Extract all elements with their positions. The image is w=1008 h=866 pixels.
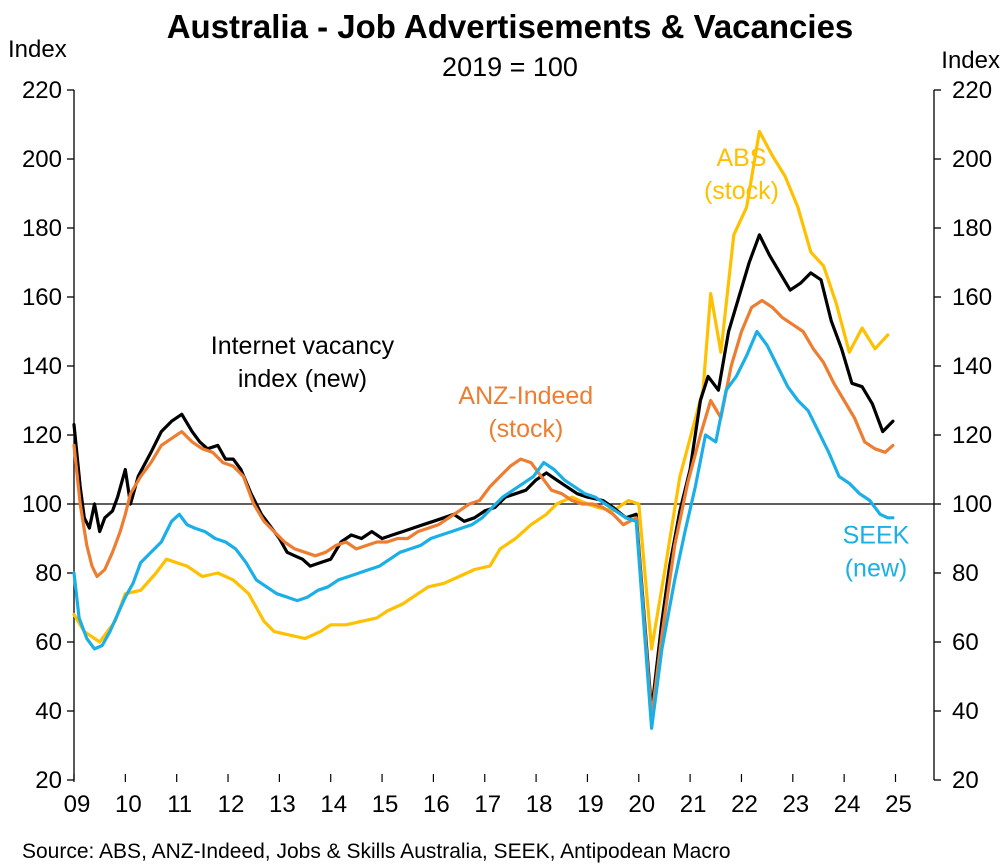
series-line-seek-new — [72, 329, 895, 730]
left-y-tick-label: 100 — [22, 491, 62, 518]
source-note: Source: ABS, ANZ-Indeed, Jobs & Skills A… — [22, 840, 731, 863]
x-tick-label: 20 — [628, 791, 655, 818]
x-tick-label: 10 — [115, 791, 142, 818]
left-y-tick-label: 180 — [22, 215, 62, 242]
left-y-tick-label: 80 — [35, 560, 62, 587]
series-label-anz-indeed-stock: ANZ-Indeed (stock) — [458, 382, 593, 443]
left-y-tick-label: 60 — [35, 629, 62, 656]
series-label-line: ANZ-Indeed — [458, 382, 593, 410]
left-y-tick-label: 140 — [22, 353, 62, 380]
series-label-line: SEEK — [843, 522, 910, 550]
x-tick-label: 17 — [474, 791, 501, 818]
chart-title: Australia - Job Advertisements & Vacanci… — [167, 8, 854, 45]
right-y-tick-label: 160 — [952, 284, 992, 311]
x-tick-label: 21 — [680, 791, 707, 818]
left-y-tick-label: 20 — [35, 767, 62, 794]
x-tick-label: 25 — [885, 791, 912, 818]
right-y-tick-label: 80 — [952, 560, 979, 587]
series-labels: ABS (stock) Internet vacancy index (new) ANZ… — [211, 144, 910, 583]
right-y-tick-label: 180 — [952, 215, 992, 242]
left-y-tick-label: 160 — [22, 284, 62, 311]
right-y-tick-label: 40 — [952, 698, 979, 725]
series-line-internet-vacancy-index-new — [72, 233, 895, 713]
series-label-seek-new: SEEK (new) — [843, 522, 910, 583]
x-tick-label: 16 — [423, 791, 450, 818]
x-tick-label: 22 — [731, 791, 758, 818]
series-label-line: index (new) — [238, 365, 367, 393]
left-y-tick-label: 120 — [22, 422, 62, 449]
x-tick-label: 09 — [64, 791, 91, 818]
left-y-tick-label: 200 — [22, 146, 62, 173]
series-line-anz-indeed-stock — [72, 298, 895, 720]
right-y-tick-label: 220 — [952, 77, 992, 104]
right-y-tick-label: 140 — [952, 353, 992, 380]
left-axis-unit-label: Index — [8, 36, 67, 63]
series-label-line: Internet vacancy — [211, 332, 395, 360]
left-y-tick-label: 40 — [35, 698, 62, 725]
right-y-tick-label: 20 — [952, 767, 979, 794]
x-tick-label: 14 — [320, 791, 347, 818]
series-label-abs-stock: ABS (stock) — [704, 144, 779, 205]
series-label-line: (stock) — [488, 415, 563, 443]
series-label-line: (stock) — [704, 177, 779, 205]
x-tick-label: 12 — [218, 791, 245, 818]
series-label-line: (new) — [845, 555, 908, 583]
x-tick-label: 23 — [782, 791, 809, 818]
series-line-abs-stock — [72, 129, 890, 651]
chart-subtitle: 2019 = 100 — [442, 52, 578, 82]
right-y-tick-label: 100 — [952, 491, 992, 518]
left-y-tick-label: 220 — [22, 77, 62, 104]
series-label-internet-vacancy-index-new: Internet vacancy index (new) — [211, 332, 395, 393]
right-y-tick-label: 60 — [952, 629, 979, 656]
x-tick-label: 18 — [526, 791, 553, 818]
x-tick-label: 24 — [834, 791, 861, 818]
x-tick-label: 13 — [269, 791, 296, 818]
series-layer — [72, 129, 895, 730]
right-axis-unit-label: Index — [941, 47, 1000, 74]
x-tick-label: 19 — [577, 791, 604, 818]
series-label-line: ABS — [716, 144, 766, 172]
right-y-tick-label: 120 — [952, 422, 992, 449]
x-tick-label: 11 — [167, 791, 192, 818]
right-y-tick-label: 200 — [952, 146, 992, 173]
x-tick-label: 15 — [372, 791, 399, 818]
